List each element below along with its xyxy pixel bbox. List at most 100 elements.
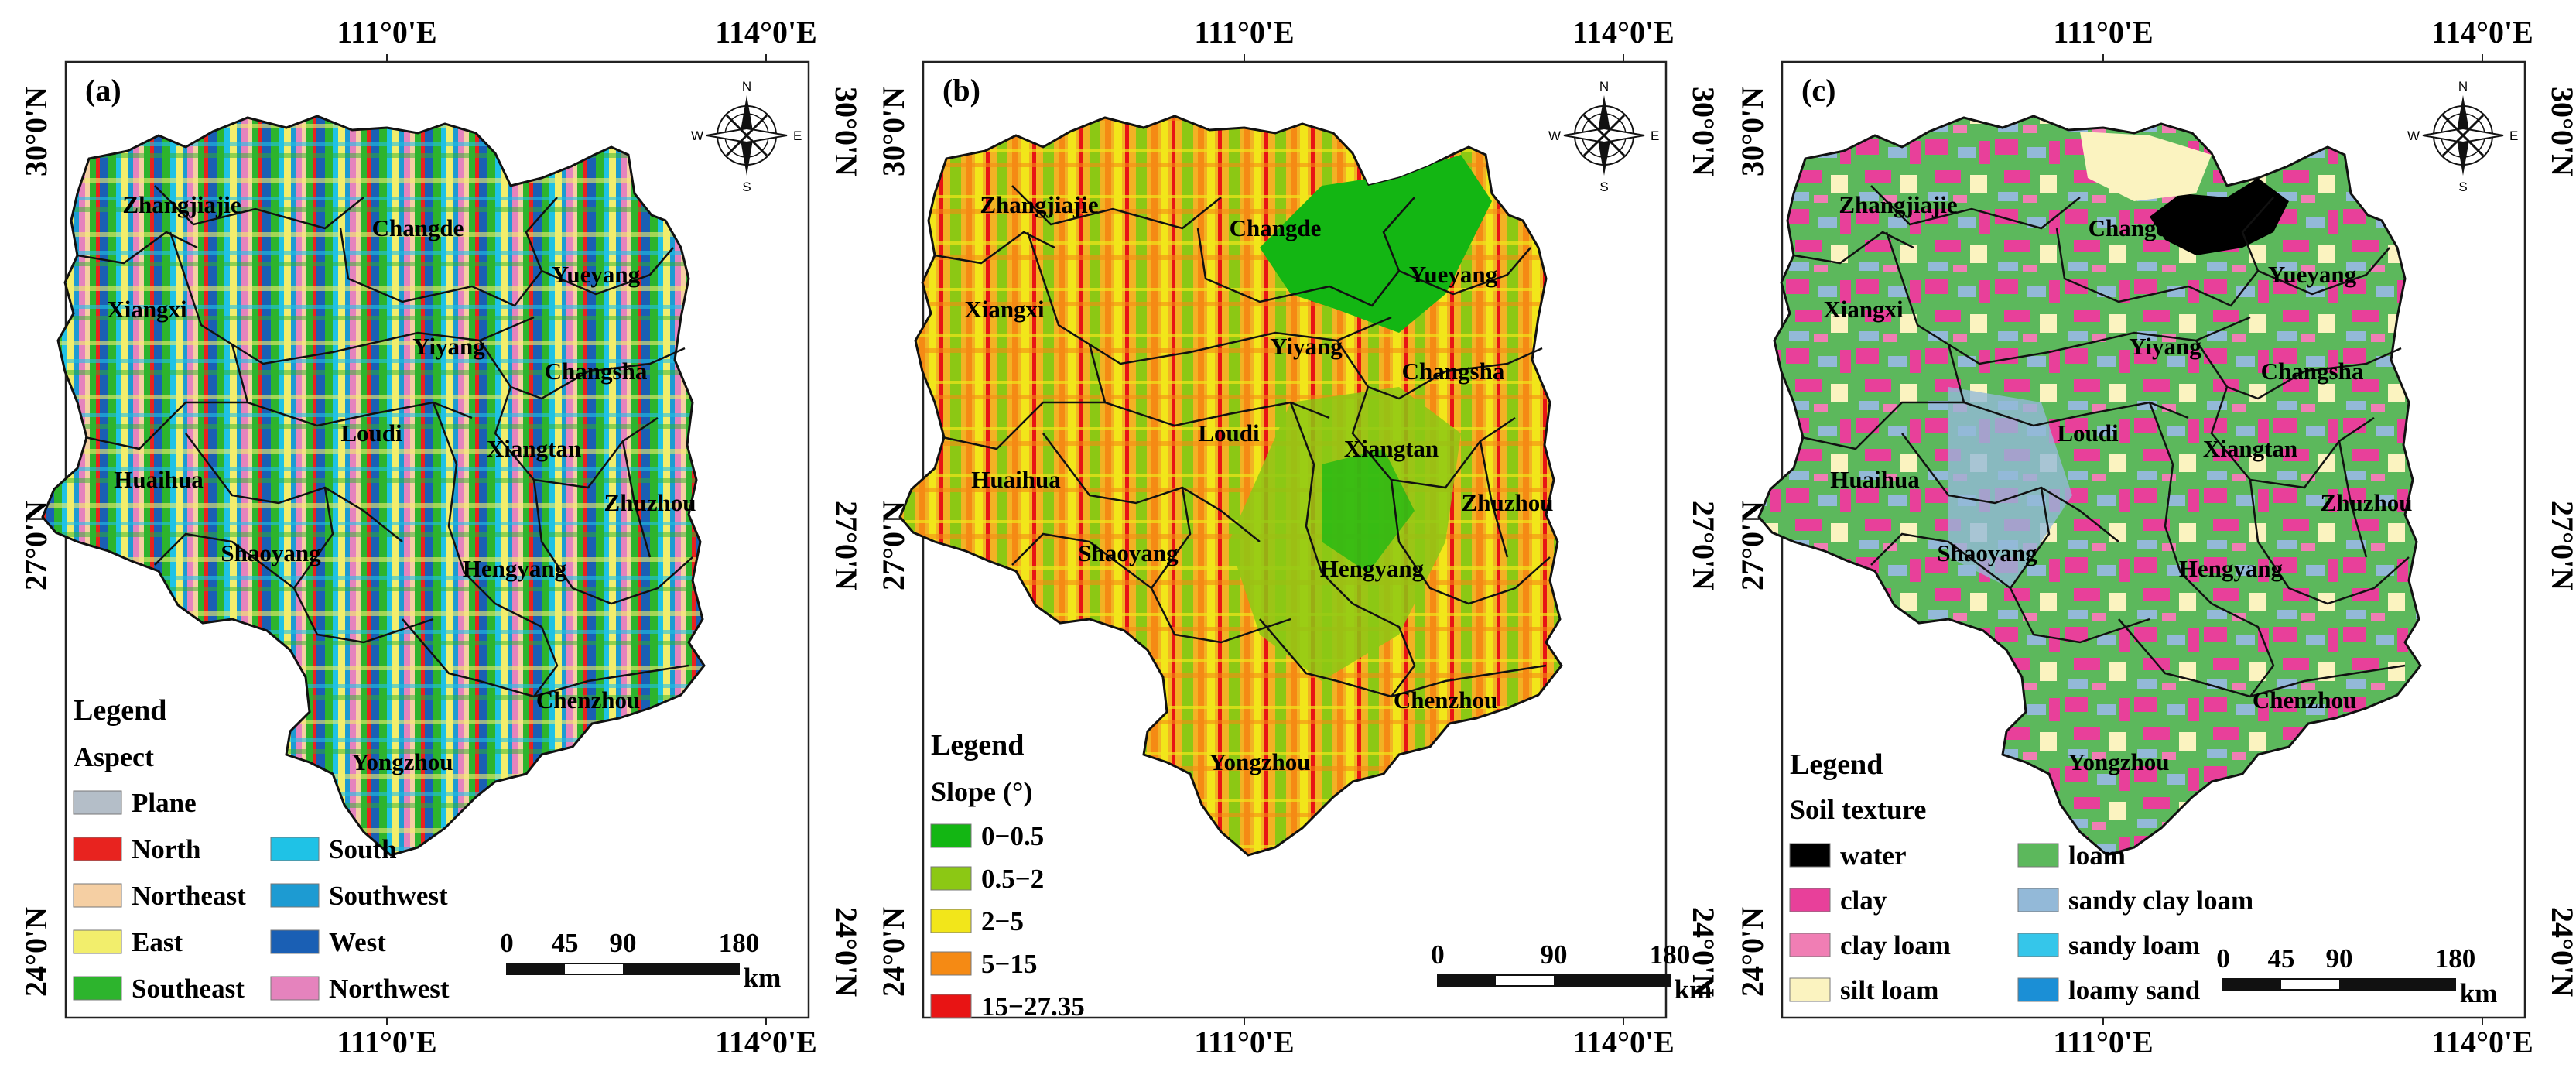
- legend-swatch: [73, 790, 122, 815]
- city-boundary: [1479, 440, 1509, 558]
- legend-swatch: [930, 866, 972, 891]
- compass-s: S: [742, 180, 751, 194]
- province-fill: [1757, 115, 2422, 857]
- city-boundary: [1793, 231, 1914, 265]
- lat-label-right: 24°0'N: [2545, 907, 2576, 997]
- legend-swatch: [270, 976, 320, 1001]
- legend-item-label: 5−15: [981, 949, 1037, 979]
- city-boundary: [185, 433, 403, 542]
- legend-item-label: loam: [2068, 840, 2126, 871]
- city-label: Changsha: [2261, 358, 2364, 385]
- city-boundary: [1042, 433, 1261, 542]
- legend-item-label: 15−27.35: [981, 991, 1085, 1022]
- scale-unit: km: [744, 963, 782, 993]
- province-map: Zhangjiajie Changde Yueyang Xiangxi Yiyang Ch…: [898, 115, 1563, 857]
- map-overlay: [1948, 132, 2289, 588]
- lon-label-top-left: 111°0'E: [337, 15, 436, 50]
- compass-w: W: [1548, 128, 1561, 143]
- city-label: Zhangjiajie: [980, 191, 1098, 218]
- map-panel-3: 111°0'E 114°0'E 111°0'E 114°0'E 30°0'N 30°0'N…: [1735, 15, 2576, 1059]
- legend-subtitle: Slope (°): [931, 776, 1032, 807]
- compass-s: S: [1599, 180, 1608, 194]
- compass-n: N: [742, 79, 751, 94]
- scale-label: 180: [719, 928, 760, 958]
- map-panel-1: 111°0'E 114°0'E 111°0'E 114°0'E 30°0'N 30°0'N…: [19, 15, 864, 1059]
- compass-rose-icon: [2422, 95, 2504, 176]
- legend-swatch: [73, 929, 122, 954]
- legend-item-label: Southwest: [329, 881, 448, 911]
- compass-rose-icon: [706, 95, 788, 176]
- legend-swatch: [1789, 888, 1831, 912]
- scale-unit: km: [1675, 974, 1712, 1005]
- lat-label-right: 30°0'N: [829, 87, 864, 176]
- legend-swatch: [2017, 843, 2059, 868]
- city-label: Xiangxi: [1823, 296, 1904, 323]
- legend-swatch: [930, 951, 972, 976]
- compass-s: S: [2458, 180, 2467, 194]
- city-boundary: [942, 401, 1105, 450]
- legend-title: Legend: [74, 694, 166, 727]
- city-boundary: [154, 185, 364, 230]
- legend-swatch: [930, 909, 972, 933]
- city-boundary: [1870, 185, 2081, 230]
- city-boundary: [2338, 440, 2368, 558]
- lat-label-right: 24°0'N: [1686, 907, 1721, 997]
- legend-swatch: [2017, 888, 2059, 912]
- city-label: Xiangtan: [2203, 435, 2297, 462]
- legend-swatch: [270, 883, 320, 908]
- lon-label-bottom-right: 114°0'E: [715, 1025, 817, 1059]
- city-label: Shaoyang: [1937, 539, 2037, 566]
- scale-label: 0: [2216, 943, 2230, 974]
- compass-e: E: [793, 128, 802, 143]
- city-label: Chenzhou: [1394, 686, 1497, 714]
- legend-item-label: clay loam: [1840, 930, 1951, 960]
- city-label: Hengyang: [463, 555, 567, 582]
- city-label: Chenzhou: [2253, 686, 2356, 714]
- city-boundary: [1351, 386, 1516, 489]
- scale-label: 90: [1541, 940, 1568, 970]
- lat-label-left: 30°0'N: [19, 87, 53, 176]
- legend-swatch: [930, 994, 972, 1018]
- city-label: Huaihua: [971, 466, 1061, 493]
- city-boundary: [1259, 618, 1547, 698]
- lat-label-right: 27°0'N: [829, 501, 864, 590]
- lat-label-left: 30°0'N: [876, 87, 911, 176]
- panel-label: (b): [942, 73, 980, 108]
- city-label: Yongzhou: [2068, 748, 2170, 775]
- lat-label-right: 27°0'N: [2545, 501, 2576, 590]
- legend-swatch: [930, 823, 972, 848]
- sandy-clay-loam-area: [1948, 387, 2072, 588]
- city-boundary: [84, 401, 248, 450]
- city-boundary: [1026, 231, 1392, 365]
- water-area: [2150, 178, 2289, 255]
- city-boundary: [1398, 247, 1531, 296]
- city-boundary: [1801, 401, 1964, 450]
- city-label: Chenzhou: [536, 686, 640, 714]
- city-label: Xiangxi: [107, 296, 187, 323]
- scale-label: 90: [610, 928, 637, 958]
- scale-label: 0: [1431, 940, 1445, 970]
- legend-subtitle: Soil texture: [1790, 794, 1926, 825]
- province-fill: [41, 115, 706, 857]
- compass-w: W: [2407, 128, 2420, 143]
- province-map: Zhangjiajie Changde Yueyang Xiangxi Yiyang Ch…: [1757, 115, 2422, 857]
- city-label: Yiyang: [2129, 333, 2201, 360]
- city-boundary: [1150, 487, 1291, 644]
- city-label: Yiyang: [1270, 333, 1343, 360]
- city-label: Zhuzhou: [1462, 489, 1554, 516]
- compass-e: E: [2509, 128, 2518, 143]
- city-label: Xiangxi: [964, 296, 1045, 323]
- legend-item-label: Southeast: [132, 974, 245, 1004]
- lon-label-bottom-left: 111°0'E: [1194, 1025, 1294, 1059]
- lon-label-top-right: 114°0'E: [1572, 15, 1675, 50]
- legend-swatch: [1789, 843, 1831, 868]
- city-label: Changde: [372, 214, 464, 241]
- city-boundary: [2210, 386, 2375, 489]
- city-boundary: [621, 440, 652, 558]
- compass-n: N: [1599, 79, 1609, 94]
- legend-item-label: water: [1840, 840, 1907, 871]
- city-boundary: [1390, 479, 1551, 605]
- city-label: Hengyang: [1320, 555, 1425, 582]
- city-boundary: [432, 402, 559, 697]
- legend-swatch: [2017, 933, 2059, 957]
